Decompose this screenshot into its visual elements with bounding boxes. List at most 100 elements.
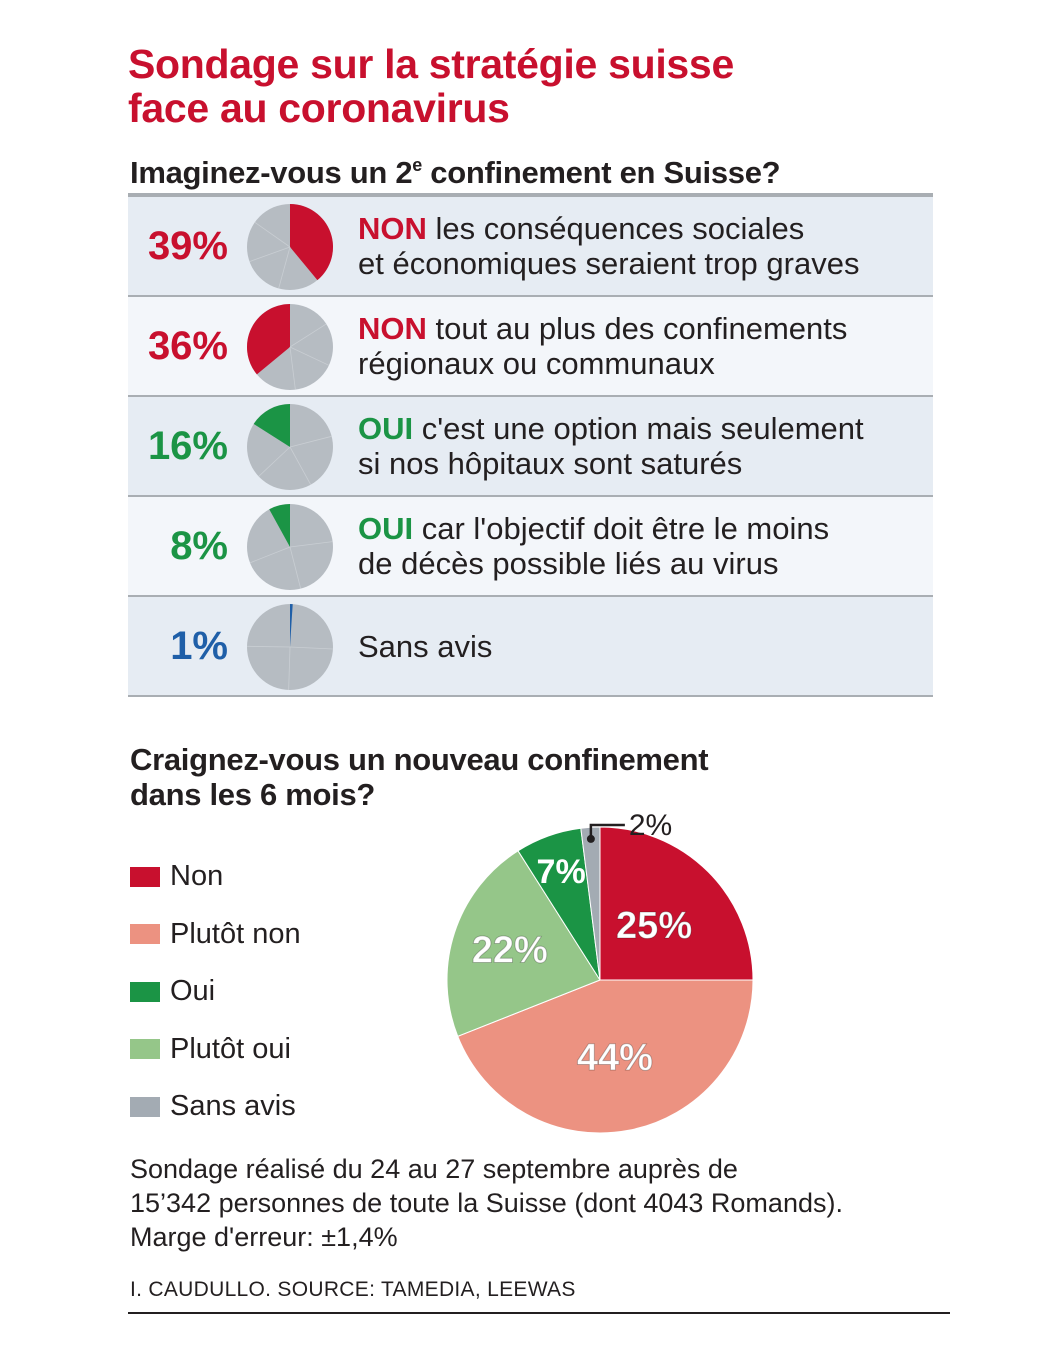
title-line-1: Sondage sur la stratégie suisse — [128, 41, 734, 87]
pie-leader-line — [589, 823, 625, 839]
answer-line-1-text: Sans avis — [358, 628, 493, 664]
mini-pie — [246, 604, 333, 690]
legend-label: Sans avis — [170, 1090, 296, 1123]
answers-table: 39% NON les conséquences sociales et écono… — [128, 193, 933, 697]
mini-pie-divider — [278, 246, 291, 289]
legend-item: Non — [130, 848, 301, 906]
mini-pie — [247, 504, 333, 590]
answer-keyword: OUI — [358, 411, 414, 446]
pie-label: 7% — [537, 853, 586, 891]
big-pie-chart: 25% 44% 22% 7% 2% — [446, 809, 754, 1134]
answer-line-2: de décès possible liés au virus — [358, 546, 779, 581]
answer-line-1-text: tout au plus des confinements — [426, 311, 848, 346]
legend-label: Non — [170, 860, 224, 893]
question-2-title: Craignez-vous un nouveau confinement dan… — [130, 742, 709, 812]
answer-row: 1% Sans avis — [128, 597, 933, 697]
mini-pie-divider — [289, 541, 333, 548]
legend-swatch — [130, 924, 160, 945]
answer-percent: 1% — [170, 623, 228, 668]
mini-pie-slice — [269, 504, 290, 547]
legend-item: Sans avis — [130, 1078, 301, 1136]
answer-text: Sans avis — [358, 597, 925, 695]
legend-swatch — [130, 981, 160, 1002]
mini-pie-divider — [289, 435, 332, 448]
mini-pie-slice — [253, 404, 290, 447]
answer-line-2: si nos hôpitaux sont saturés — [358, 446, 743, 481]
legend-swatch — [130, 866, 160, 887]
mini-pie-divider — [249, 246, 291, 262]
mini-pie-divider — [289, 323, 327, 348]
pie-legend: Non Plutôt non Oui Plutôt oui Sans avis — [130, 848, 301, 1136]
mini-pie-divider — [289, 646, 333, 650]
legend-swatch — [130, 1039, 160, 1060]
answer-line-2: et économiques seraient trop graves — [358, 246, 860, 281]
answer-line-1: Sans avis — [358, 629, 925, 664]
answer-keyword: NON — [358, 211, 427, 246]
answer-text: OUI c'est une option mais seulement si no… — [358, 397, 925, 495]
note-line-2: 15’342 personnes de toute la Suisse (don… — [130, 1188, 843, 1218]
answer-keyword: OUI — [358, 511, 414, 546]
source-credit: I. CAUDULLO. SOURCE: TAMEDIA, LEEWAS — [130, 1278, 576, 1301]
legend-label: Oui — [170, 975, 216, 1008]
answer-line-1: OUI car l'objectif doit être le moins — [358, 511, 925, 546]
pie-label: 22% — [472, 930, 548, 972]
mini-pie-divider — [289, 446, 312, 485]
pie-slice-non — [599, 826, 754, 981]
answer-line-2: régionaux ou communaux — [358, 346, 715, 381]
mini-pie-slice — [290, 604, 293, 647]
mini-pie-divider — [254, 221, 291, 248]
answer-text: NON les conséquences sociales et économiq… — [358, 197, 925, 295]
answer-percent: 8% — [170, 523, 228, 568]
legend-label: Plutôt oui — [170, 1032, 291, 1065]
pie-slice-plutot-non — [457, 979, 754, 1134]
answer-row: 16% OUI c'est une option mais seulement si… — [128, 397, 933, 497]
mini-pie — [247, 204, 333, 290]
answer-line-1-text: les conséquences sociales — [426, 211, 805, 246]
answer-row: 36% NON tout au plus des confinements régi… — [128, 297, 933, 397]
mini-pie — [247, 304, 333, 390]
answer-text: OUI car l'objectif doit être le moins de … — [358, 497, 925, 595]
answer-line-1-text: c'est une option mais seulement — [413, 411, 864, 446]
mini-pie-slice — [247, 304, 290, 375]
title-line-2: face au coronavirus — [128, 85, 510, 131]
legend-item: Plutôt non — [130, 906, 301, 964]
pie-label: 2% — [629, 809, 672, 842]
question-1-title-rest: confinement en Suisse? — [421, 155, 781, 190]
answer-percent: 36% — [147, 323, 228, 368]
mini-pie-divider — [249, 546, 291, 564]
note-line-3: Marge d'erreur: ±1,4% — [130, 1222, 398, 1252]
answer-line-1: NON les conséquences sociales — [358, 211, 925, 246]
legend-swatch — [130, 1096, 160, 1117]
answer-row: 39% NON les conséquences sociales et écono… — [128, 197, 933, 297]
mini-pie-divider — [289, 346, 296, 390]
mini-pie-divider — [258, 446, 291, 477]
pie-label: 44% — [577, 1037, 653, 1079]
answer-text: NON tout au plus des confinements régiona… — [358, 297, 925, 395]
question-1-title-main: Imaginez-vous un 2 — [130, 155, 413, 190]
page-title: Sondage sur la stratégie suisse face au … — [128, 42, 928, 130]
pie-label: 25% — [616, 905, 692, 947]
bottom-rule — [128, 1312, 950, 1314]
mini-pie-slice — [290, 204, 333, 281]
question-1-title-sup: e — [412, 155, 422, 175]
mini-pie-divider — [289, 346, 330, 366]
pie-slice-plutot-oui — [446, 850, 601, 1037]
answer-percent: 16% — [147, 423, 228, 468]
legend-item: Oui — [130, 963, 301, 1021]
question-1-title: Imaginez-vous un 2e confinement en Suiss… — [130, 145, 781, 193]
mini-pie-divider — [288, 646, 291, 690]
legend-label: Plutôt non — [170, 917, 301, 950]
answer-line-1-text: car l'objectif doit être le moins — [413, 511, 830, 546]
mini-pie-divider — [246, 645, 291, 648]
answer-line-1: NON tout au plus des confinements — [358, 311, 925, 346]
mini-pie-divider — [289, 546, 302, 589]
pie-leader-dot — [586, 834, 595, 843]
legend-item: Plutôt oui — [130, 1021, 301, 1079]
mini-pie — [247, 404, 333, 490]
note-line-1: Sondage réalisé du 24 au 27 septembre au… — [130, 1154, 738, 1184]
survey-note: Sondage réalisé du 24 au 27 septembre au… — [130, 1152, 990, 1254]
answer-keyword: NON — [358, 311, 427, 346]
answer-percent: 39% — [147, 223, 228, 268]
answer-line-1: OUI c'est une option mais seulement — [358, 411, 925, 446]
answer-row: 8% OUI car l'objectif doit être le moins d… — [128, 497, 933, 597]
